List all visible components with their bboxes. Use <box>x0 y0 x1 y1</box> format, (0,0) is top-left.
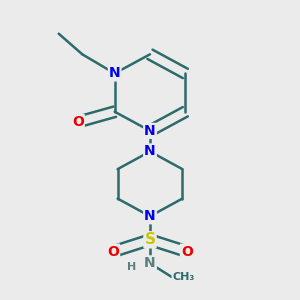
Text: H: H <box>128 262 137 272</box>
Text: CH₃: CH₃ <box>172 272 194 282</box>
Text: N: N <box>144 209 156 223</box>
Text: N: N <box>144 256 156 270</box>
Text: N: N <box>144 124 156 138</box>
Text: O: O <box>72 115 84 129</box>
Text: O: O <box>107 244 119 259</box>
Text: N: N <box>109 66 121 80</box>
Text: O: O <box>181 244 193 259</box>
Text: N: N <box>144 145 156 158</box>
Text: S: S <box>145 232 155 247</box>
